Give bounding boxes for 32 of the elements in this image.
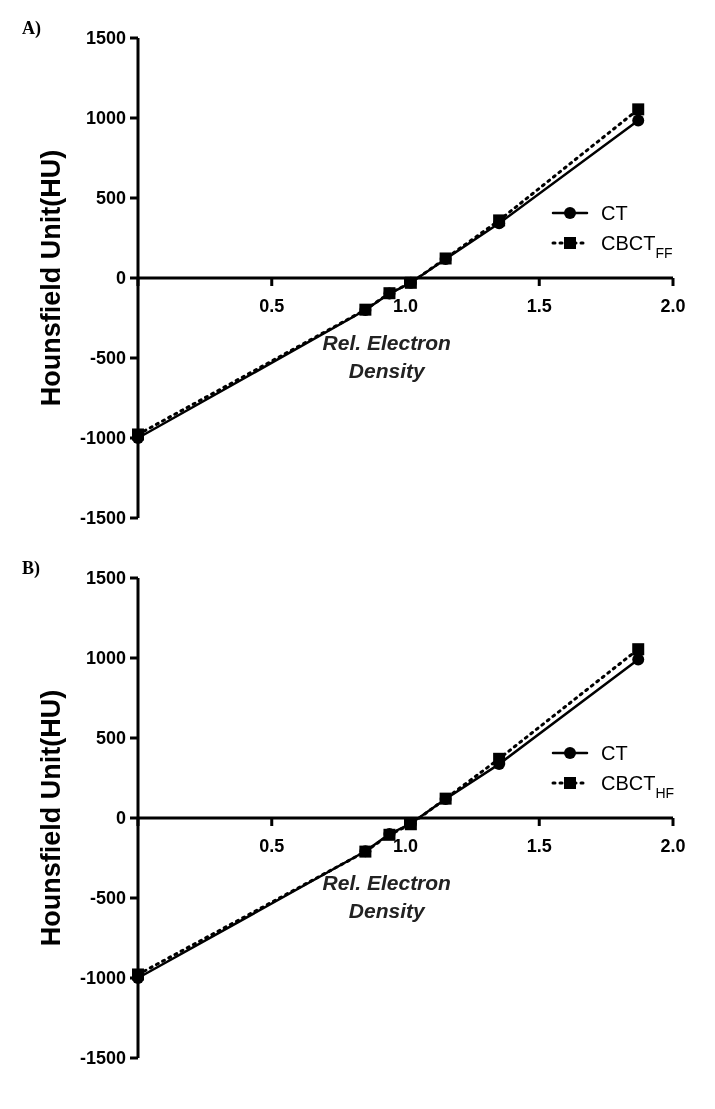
x-axis-title: Rel. Electron Density — [322, 331, 451, 382]
y-tick-label: 1500 — [85, 568, 126, 589]
y-tick-label: 0 — [115, 808, 126, 829]
x-tick-label: 1.0 — [392, 296, 419, 316]
y-tick-label: 0 — [115, 268, 126, 289]
x-tick-label: 0.5 — [259, 296, 285, 316]
y-tick-label: -1500 — [79, 1048, 126, 1069]
y-tick-label: -500 — [89, 348, 126, 369]
y-tick-label: -500 — [89, 888, 126, 909]
y-tick-label: 1000 — [85, 648, 126, 669]
x-tick-label: 1.5 — [526, 296, 552, 316]
legend-label: CT — [601, 202, 628, 224]
x-tick-label: 1.5 — [526, 836, 552, 856]
x-tick-label: 1.0 — [392, 836, 419, 856]
x-axis-title: Rel. Electron Density — [322, 871, 451, 922]
y-tick-label: -1000 — [79, 968, 126, 989]
y-axis-title: Hounsfield Unit(HU) — [36, 149, 66, 407]
legend-label: CBCT$_{HF}$ — [601, 772, 675, 801]
y-tick-label: 1000 — [85, 108, 126, 129]
y-axis-title: Hounsfield Unit(HU) — [36, 689, 66, 947]
x-tick-label: 2.0 — [660, 296, 686, 316]
y-tick-label: 500 — [95, 188, 126, 209]
chart-title: A) — [22, 18, 41, 39]
y-tick-label: 1500 — [85, 28, 126, 49]
y-tick-label: -1000 — [79, 428, 126, 449]
legend-label: CT — [601, 742, 628, 764]
chart-title: B) — [22, 558, 41, 579]
legend-label: CBCT$_{FF}$ — [601, 232, 673, 261]
y-tick-label: 500 — [95, 728, 126, 749]
y-tick-label: -1500 — [79, 508, 126, 529]
x-tick-label: 2.0 — [660, 836, 686, 856]
x-tick-label: 0.5 — [259, 836, 285, 856]
